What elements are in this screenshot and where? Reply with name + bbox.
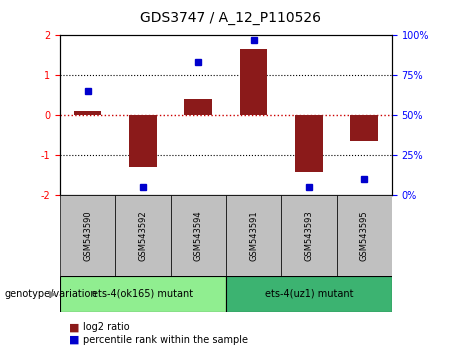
Text: GSM543595: GSM543595 — [360, 210, 369, 261]
Text: GSM543591: GSM543591 — [249, 210, 258, 261]
FancyBboxPatch shape — [60, 276, 226, 312]
FancyBboxPatch shape — [281, 195, 337, 276]
Text: GSM543594: GSM543594 — [194, 210, 203, 261]
FancyBboxPatch shape — [171, 195, 226, 276]
FancyBboxPatch shape — [337, 195, 392, 276]
Text: log2 ratio: log2 ratio — [83, 322, 130, 332]
Text: ■: ■ — [69, 335, 80, 345]
Text: GSM543590: GSM543590 — [83, 210, 92, 261]
Bar — [295, 115, 323, 172]
Bar — [129, 115, 157, 167]
Bar — [184, 99, 212, 115]
FancyBboxPatch shape — [226, 195, 281, 276]
Text: GDS3747 / A_12_P110526: GDS3747 / A_12_P110526 — [140, 11, 321, 25]
Text: ets-4(uz1) mutant: ets-4(uz1) mutant — [265, 289, 353, 299]
Text: ■: ■ — [69, 322, 80, 332]
Bar — [74, 111, 101, 115]
Text: GSM543592: GSM543592 — [138, 210, 148, 261]
Bar — [240, 49, 267, 115]
Text: ▶: ▶ — [49, 289, 57, 299]
Text: GSM543593: GSM543593 — [304, 210, 313, 261]
FancyBboxPatch shape — [60, 195, 115, 276]
Bar — [350, 115, 378, 141]
Text: genotype/variation: genotype/variation — [5, 289, 97, 299]
Text: percentile rank within the sample: percentile rank within the sample — [83, 335, 248, 345]
Text: ets-4(ok165) mutant: ets-4(ok165) mutant — [92, 289, 194, 299]
FancyBboxPatch shape — [115, 195, 171, 276]
FancyBboxPatch shape — [226, 276, 392, 312]
